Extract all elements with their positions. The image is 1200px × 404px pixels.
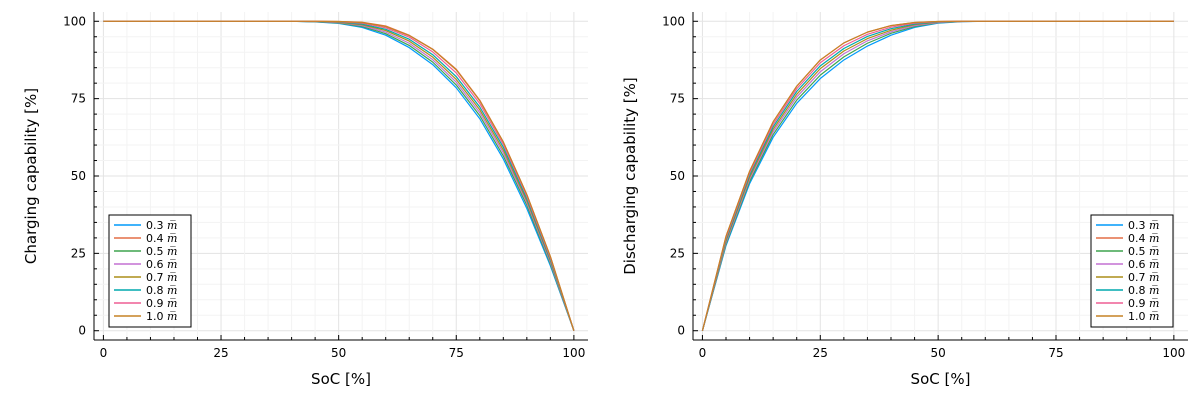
x-tick-label: 75	[449, 346, 464, 360]
grid	[693, 12, 1188, 340]
legend-label: 0.4 m̅	[1128, 232, 1159, 245]
legend-label: 0.7 m̅	[146, 271, 177, 284]
legend-unit: m̅	[1149, 258, 1159, 271]
legend-label: 1.0 m̅	[1128, 310, 1159, 323]
y-axis-label: Charging capability [%]	[22, 88, 40, 264]
legend-item: 1.0 m̅	[1096, 310, 1159, 323]
legend-unit: m̅	[167, 245, 177, 258]
y-axis-label: Discharging capability [%]	[621, 77, 639, 275]
legend-item: 0.8 m̅	[1096, 284, 1159, 297]
legend-label: 0.9 m̅	[1128, 297, 1159, 310]
legend-unit: m̅	[167, 310, 177, 323]
y-tick-label: 0	[78, 324, 86, 338]
legend-unit: m̅	[1149, 284, 1159, 297]
x-tick-label: 0	[100, 346, 108, 360]
y-tick-label: 50	[670, 169, 685, 183]
y-tick-label: 0	[677, 324, 685, 338]
legend-unit: m̅	[1149, 219, 1159, 232]
legend-unit: m̅	[167, 219, 177, 232]
legend-label: 0.8 m̅	[146, 284, 177, 297]
legend-box	[1090, 214, 1174, 328]
y-tick-label: 25	[71, 246, 86, 260]
legend-item: 0.8 m̅	[114, 284, 177, 297]
x-tick-label: 50	[331, 346, 346, 360]
x-tick-label: 25	[813, 346, 828, 360]
legend-unit: m̅	[1149, 310, 1159, 323]
y-tick-label: 75	[71, 92, 86, 106]
legend-item: 0.9 m̅	[1096, 297, 1159, 310]
legend-unit: m̅	[1149, 245, 1159, 258]
x-tick-label: 100	[562, 346, 585, 360]
legend-label: 0.5 m̅	[146, 245, 177, 258]
y-tick-label: 50	[71, 169, 86, 183]
legend: 0.3 m̅0.4 m̅0.5 m̅0.6 m̅0.7 m̅0.8 m̅0.9 …	[1090, 214, 1174, 328]
legend-item: 0.3 m̅	[1096, 219, 1159, 232]
legend-label: 0.6 m̅	[1128, 258, 1159, 271]
legend-unit: m̅	[1149, 271, 1159, 284]
legend-unit: m̅	[167, 258, 177, 271]
x-tick-label: 25	[213, 346, 228, 360]
legend-unit: m̅	[1149, 232, 1159, 245]
legend-box	[108, 214, 192, 328]
y-tick-label: 100	[662, 14, 685, 28]
x-tick-label: 75	[1048, 346, 1063, 360]
series-group	[103, 20, 575, 331]
series-group	[701, 20, 1174, 331]
legend-label: 0.4 m̅	[146, 232, 177, 245]
legend-label: 0.3 m̅	[146, 219, 177, 232]
legend-unit: m̅	[167, 271, 177, 284]
legend-item: 0.5 m̅	[1096, 245, 1159, 258]
x-tick-label: 100	[1162, 346, 1185, 360]
legend-item: 0.5 m̅	[114, 245, 177, 258]
legend-label: 0.5 m̅	[1128, 245, 1159, 258]
legend-label: 0.6 m̅	[146, 258, 177, 271]
x-tick-label: 50	[931, 346, 946, 360]
legend-unit: m̅	[167, 284, 177, 297]
x-axis-label: SoC [%]	[911, 370, 971, 388]
legend-label: 0.9 m̅	[146, 297, 177, 310]
x-axis-label: SoC [%]	[311, 370, 371, 388]
legend-item: 0.9 m̅	[114, 297, 177, 310]
x-tick-label: 0	[699, 346, 707, 360]
chart-panel-1: 0 25 50 75 100 0 25 50 75 100 SoC [%] Charging capa…	[22, 12, 588, 388]
legend-item: 0.6 m̅	[114, 258, 177, 271]
series-line-1-0	[701, 20, 1174, 331]
chart-panel-2: 0 25 50 75 100 0 25 50 75 100 SoC [%] Discharging c…	[621, 12, 1188, 388]
legend-unit: m̅	[167, 232, 177, 245]
legend-label: 0.8 m̅	[1128, 284, 1159, 297]
series-line-1-0	[103, 20, 575, 331]
y-tick-label: 100	[63, 14, 86, 28]
legend: 0.3 m̅0.4 m̅0.5 m̅0.6 m̅0.7 m̅0.8 m̅0.9 …	[108, 214, 192, 328]
legend-label: 0.3 m̅	[1128, 219, 1159, 232]
legend-item: 0.4 m̅	[114, 232, 177, 245]
legend-label: 0.7 m̅	[1128, 271, 1159, 284]
legend-item: 0.3 m̅	[114, 219, 177, 232]
legend-unit: m̅	[167, 297, 177, 310]
legend-label: 1.0 m̅	[146, 310, 177, 323]
legend-item: 0.4 m̅	[1096, 232, 1159, 245]
y-tick-label: 75	[670, 92, 685, 106]
legend-unit: m̅	[1149, 297, 1159, 310]
legend-item: 0.6 m̅	[1096, 258, 1159, 271]
y-tick-label: 25	[670, 246, 685, 260]
legend-item: 0.7 m̅	[1096, 271, 1159, 284]
legend-item: 1.0 m̅	[114, 310, 177, 323]
legend-item: 0.7 m̅	[114, 271, 177, 284]
